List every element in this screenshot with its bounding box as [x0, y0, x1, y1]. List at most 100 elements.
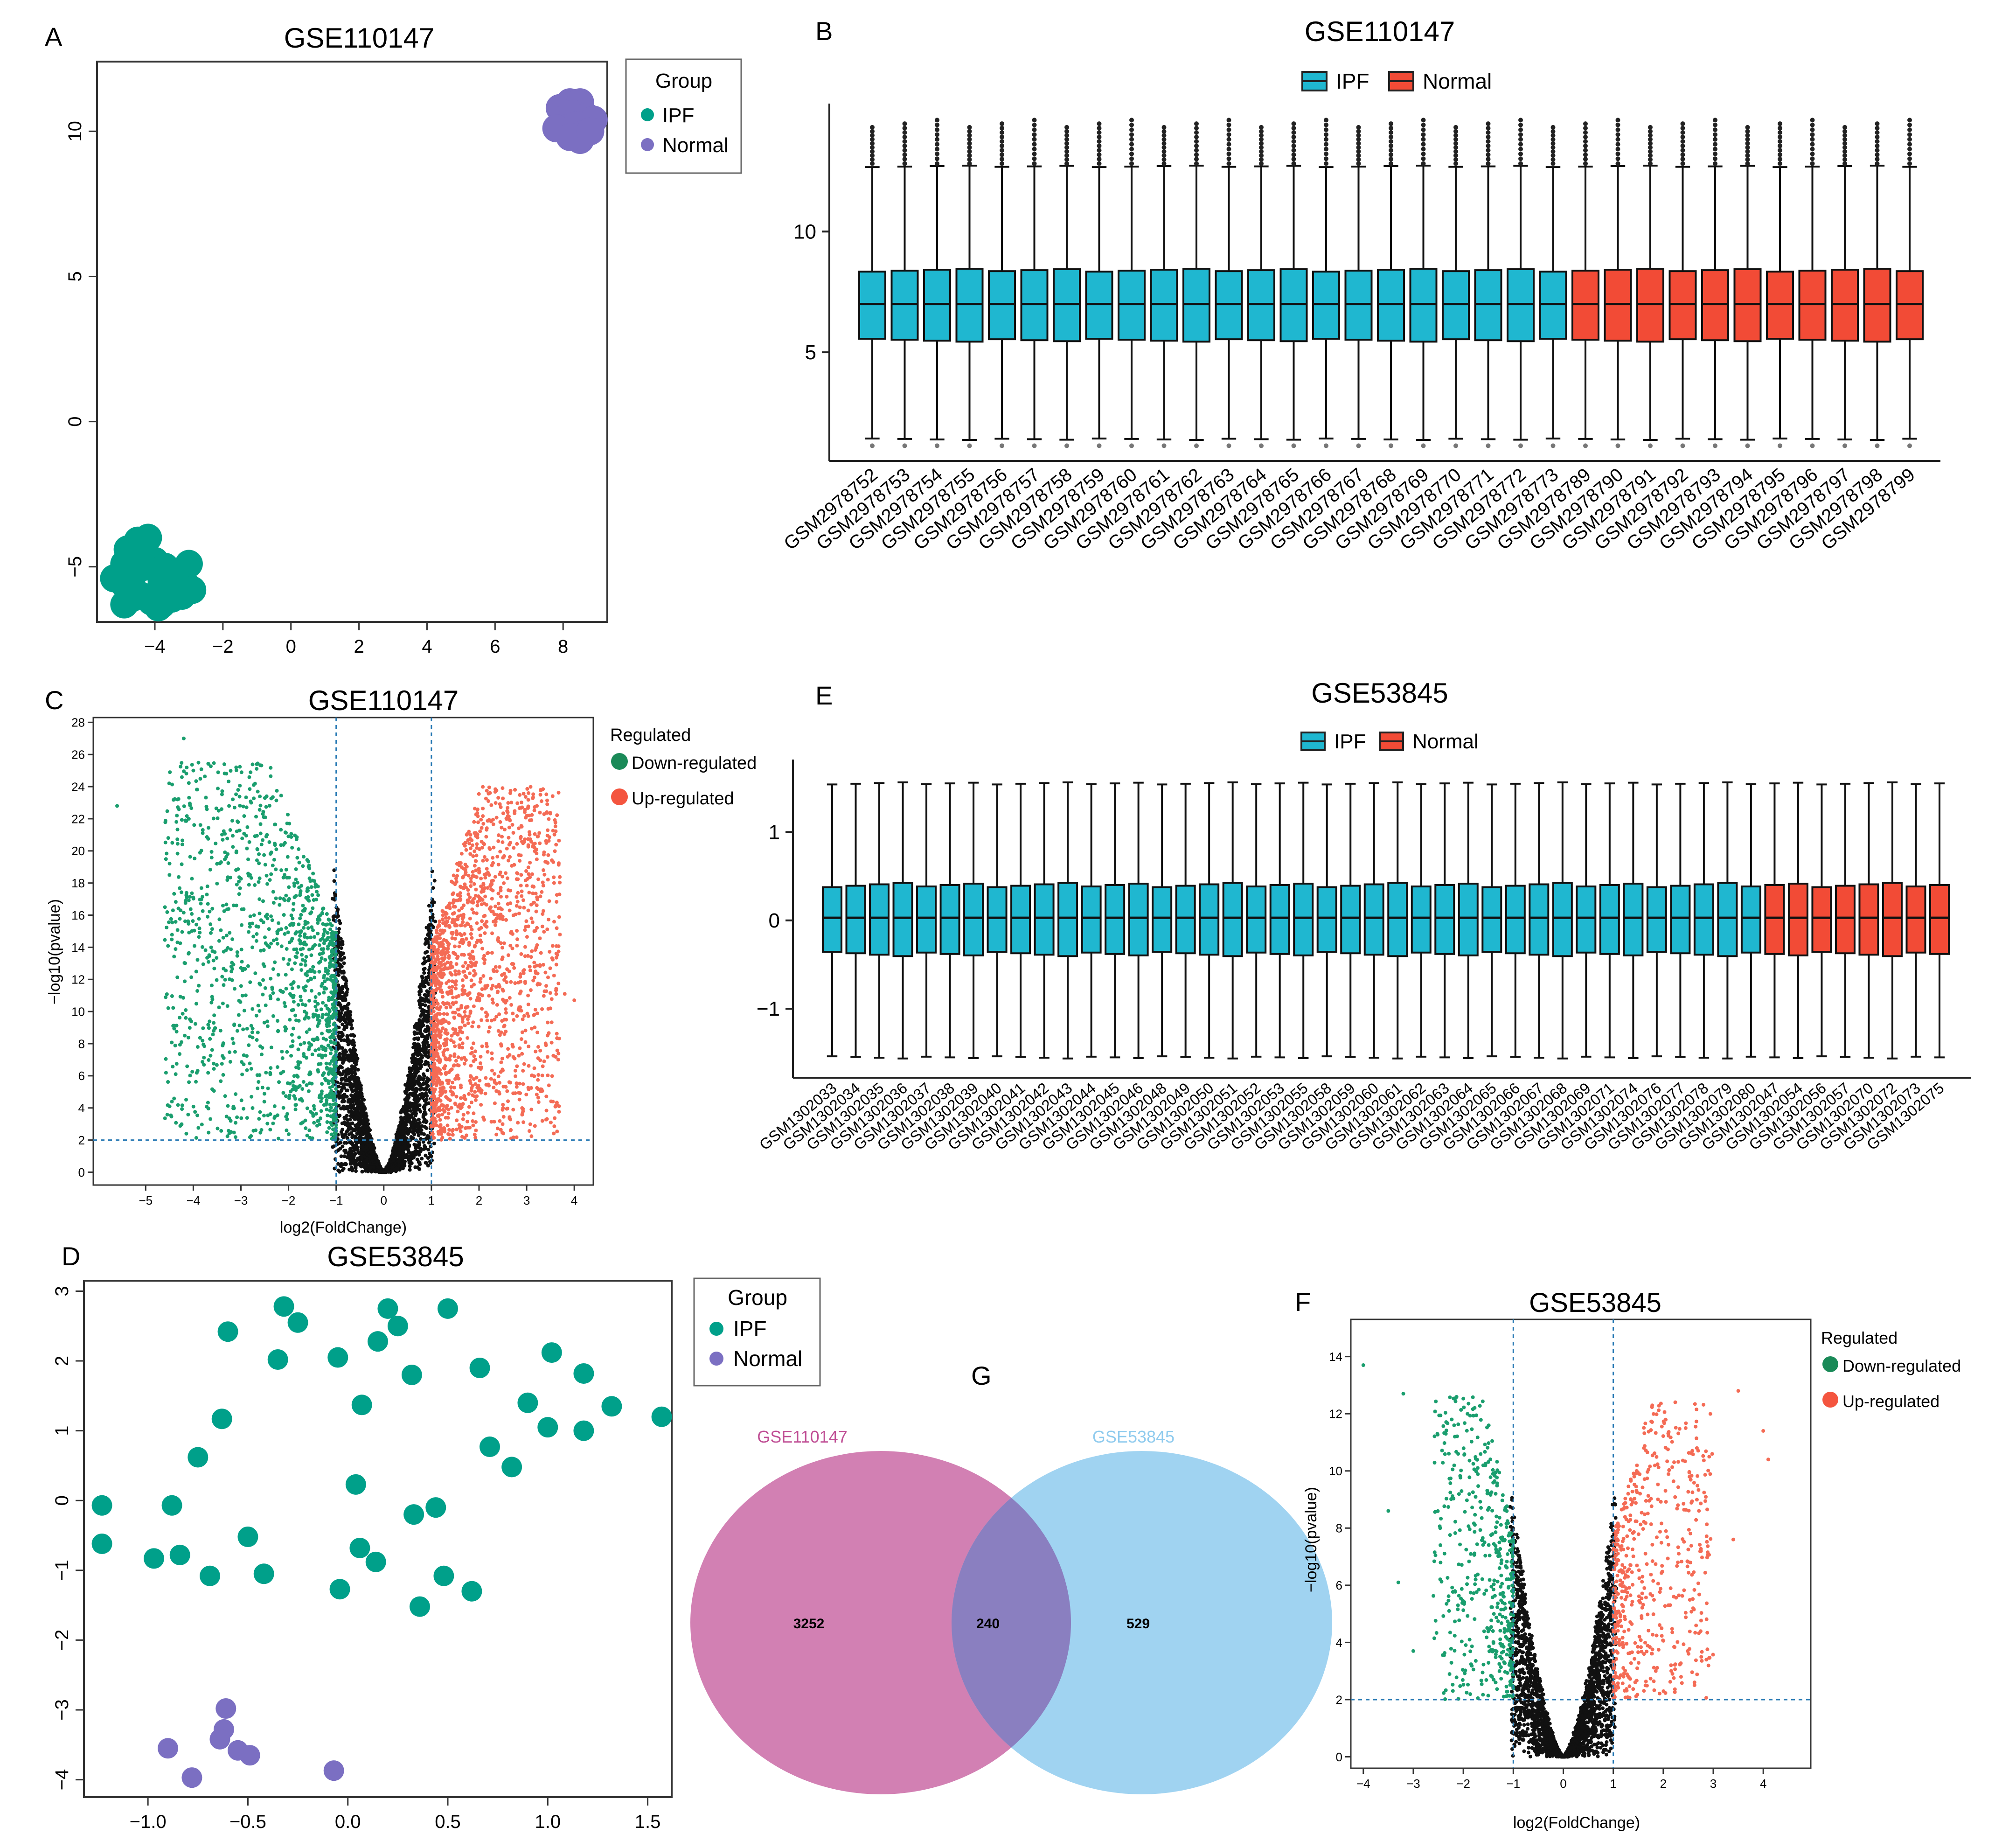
outlier-b [1745, 153, 1750, 158]
outlier-b [1356, 125, 1361, 130]
point-down-regulated-c [317, 1053, 321, 1057]
point-down-regulated-c [201, 1039, 205, 1043]
outlier-b [1648, 153, 1653, 158]
point-down-regulated-c [179, 908, 183, 913]
point-not-significant-c [348, 1085, 353, 1089]
point-down-regulated-c [174, 1062, 179, 1066]
point-down-regulated-c [316, 921, 320, 925]
point-down-regulated-c [248, 980, 252, 984]
outlier-b [870, 157, 875, 162]
point-down-regulated-c [330, 1095, 334, 1099]
point-down-regulated-c [268, 878, 272, 882]
point-not-significant-c [412, 1037, 417, 1041]
point-down-regulated-c [164, 1071, 168, 1075]
outlier-b [902, 126, 907, 131]
outlier-b [1259, 133, 1264, 138]
x-tick-label-a: 6 [490, 636, 500, 657]
point-down-regulated-c [235, 950, 239, 954]
point-down-regulated-c [221, 1073, 225, 1077]
point-down-regulated-c [212, 1067, 216, 1071]
outlier-b [1550, 157, 1556, 162]
point-down-regulated-c [271, 1121, 275, 1125]
point-down-regulated-c [255, 924, 259, 928]
y-tick-label-c: 8 [78, 1037, 85, 1051]
point-down-regulated-c [291, 1080, 295, 1084]
point-not-significant-c [409, 1092, 413, 1096]
outlier-b [1064, 161, 1069, 166]
point-down-regulated-c [257, 897, 262, 901]
outlier-b [1000, 139, 1004, 144]
point-down-regulated-c [220, 975, 224, 979]
outlier-b [935, 151, 939, 156]
outlier-b [1324, 122, 1328, 127]
outlier-b [1778, 443, 1782, 448]
outlier-b [1518, 443, 1523, 448]
point-not-significant-c [424, 1153, 428, 1158]
plot-frame-c [92, 717, 594, 1186]
plot-frame-a [96, 61, 608, 623]
point-down-regulated-c [275, 788, 279, 793]
point-up-regulated-c [514, 1074, 518, 1078]
outlier-b [1259, 125, 1264, 130]
point-down-regulated-c [293, 961, 297, 965]
point-down-regulated-c [211, 1032, 215, 1037]
point-not-significant-c [431, 886, 435, 890]
point-not-significant-c [424, 1035, 429, 1039]
legend-item-normal-b: Normal [1423, 69, 1492, 93]
point-down-regulated-c [227, 804, 231, 808]
point-down-regulated-c [308, 879, 313, 883]
point-not-significant-c [411, 1152, 415, 1157]
point-up-regulated-c [515, 900, 520, 904]
point-up-regulated-c [480, 1018, 484, 1022]
outlier-b [1615, 443, 1620, 448]
point-not-significant-c [338, 954, 342, 958]
point-down-regulated-c [215, 881, 219, 886]
point-down-regulated-c [257, 880, 261, 884]
outlier-b [1583, 139, 1588, 144]
outlier-b [1518, 156, 1523, 161]
point-not-significant-c [420, 976, 424, 980]
point-not-significant-c [369, 1150, 373, 1154]
outlier-b [1194, 126, 1199, 131]
point-down-regulated-c [256, 789, 260, 794]
point-down-regulated-c [185, 766, 189, 770]
point-down-regulated-c [224, 934, 229, 938]
point-up-regulated-c [464, 1058, 468, 1062]
point-down-regulated-c [318, 1123, 322, 1127]
point-down-regulated-c [217, 1005, 221, 1010]
point-down-regulated-c [299, 1042, 303, 1046]
point-down-regulated-c [237, 795, 242, 799]
point-down-regulated-c [192, 944, 196, 948]
point-not-significant-c [426, 927, 431, 931]
x-tick-label-a: 2 [354, 636, 364, 657]
point-down-regulated-c [307, 1081, 312, 1086]
point-down-regulated-c [167, 862, 172, 866]
outlier-b [1389, 139, 1393, 144]
point-not-significant-c [367, 1164, 371, 1168]
point-down-regulated-c [283, 932, 287, 936]
point-down-regulated-c [286, 1132, 291, 1137]
point-down-regulated-c [334, 1087, 338, 1091]
point-down-regulated-c [328, 1062, 332, 1066]
outlier-b [902, 443, 907, 448]
point-down-regulated-c [171, 1006, 175, 1010]
point-down-regulated-c [170, 1100, 174, 1104]
point-down-regulated-c [223, 1094, 227, 1098]
point-down-regulated-c [180, 818, 184, 822]
outlier-b [1389, 157, 1393, 162]
point-down-regulated-c [190, 891, 194, 895]
point-down-regulated-c [220, 807, 224, 811]
point-not-significant-c [421, 1096, 425, 1100]
outlier-b [1907, 443, 1912, 448]
point-down-regulated-c [320, 1082, 324, 1086]
point-down-regulated-c [208, 909, 212, 914]
point-down-regulated-c [329, 1051, 333, 1055]
point-down-regulated-c [176, 875, 181, 879]
point-down-regulated-c [328, 922, 333, 926]
outlier-b [1226, 118, 1231, 123]
point-down-regulated-c [298, 916, 302, 921]
outlier-b [1583, 134, 1588, 139]
point-down-regulated-c [193, 1110, 197, 1114]
outlier-b [1421, 146, 1426, 152]
point-down-regulated-c [177, 807, 181, 811]
